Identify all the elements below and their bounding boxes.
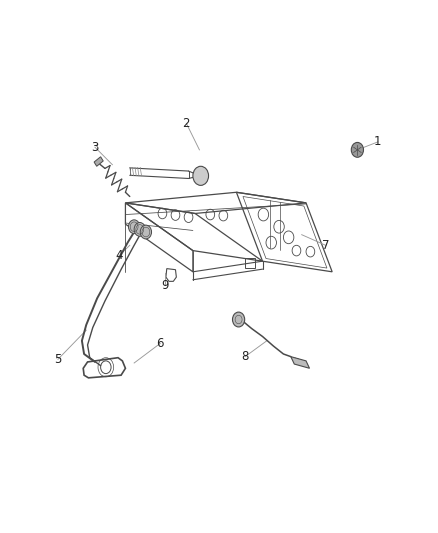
Text: 3: 3 [91,141,99,154]
Circle shape [351,142,364,157]
Text: 5: 5 [54,353,62,366]
Polygon shape [94,157,103,166]
Circle shape [134,222,145,236]
Circle shape [140,225,152,239]
Text: 7: 7 [322,239,329,252]
Text: 2: 2 [183,117,190,130]
Text: 1: 1 [374,135,381,148]
Circle shape [193,166,208,185]
Circle shape [233,312,245,327]
Text: 9: 9 [161,279,168,292]
Text: 6: 6 [156,337,164,350]
Text: 8: 8 [241,350,249,363]
Text: 4: 4 [115,249,123,262]
Polygon shape [291,357,310,368]
Circle shape [128,220,140,233]
